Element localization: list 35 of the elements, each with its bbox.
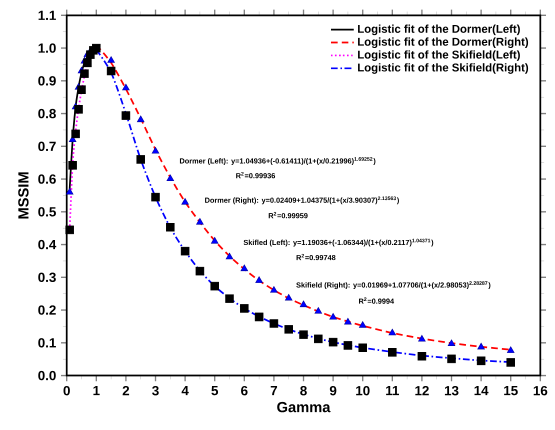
- y-axis-title: MSSIM: [18, 172, 29, 218]
- x-tick-label: 10: [356, 386, 370, 396]
- x-tick-label: 5: [211, 386, 218, 396]
- y-tick-label: 0.8: [38, 108, 56, 118]
- legend-label: Logistic fit of the Dormer(Left): [358, 24, 520, 36]
- x-tick-label: 4: [182, 386, 189, 396]
- x-tick-label: 1: [93, 386, 100, 396]
- x-tick-label: 0: [64, 386, 70, 396]
- y-tick-label: 0.4: [38, 240, 56, 250]
- y-tick-label: 1.0: [38, 43, 56, 53]
- x-tick-label: 12: [415, 386, 429, 396]
- x-tick-label: 14: [474, 386, 488, 396]
- x-tick-label: 16: [534, 386, 548, 396]
- y-tick-label: 1.1: [38, 10, 56, 20]
- legend-label: Logistic fit of the Skifield(Left): [358, 50, 520, 61]
- x-tick-label: 3: [152, 386, 159, 396]
- x-tick-label: 9: [330, 386, 336, 396]
- legend-label: Logistic fit of the Dormer(Right): [358, 37, 528, 48]
- y-tick-label: 0.6: [38, 174, 56, 184]
- y-tick-label: 0.1: [38, 338, 56, 348]
- x-tick-label: 15: [504, 386, 518, 396]
- x-tick-label: 7: [270, 386, 278, 396]
- y-tick-label: 0.5: [38, 206, 56, 216]
- y-tick-label: 0.7: [38, 141, 56, 151]
- x-tick-label: 13: [444, 386, 458, 396]
- y-tick-label: 0.9: [38, 76, 56, 86]
- legend-label: Logistic fit of the Skifield(Right): [358, 63, 528, 74]
- x-axis-title: Gamma: [277, 402, 331, 412]
- x-tick-label: 8: [300, 386, 307, 396]
- y-tick-label: 0.3: [38, 272, 56, 282]
- x-tick-label: 2: [122, 386, 130, 396]
- y-tick-label: 0.0: [38, 370, 56, 380]
- y-tick-label: 0.2: [38, 305, 56, 315]
- x-tick-label: 6: [241, 386, 248, 396]
- x-tick-label: 11: [386, 386, 399, 396]
